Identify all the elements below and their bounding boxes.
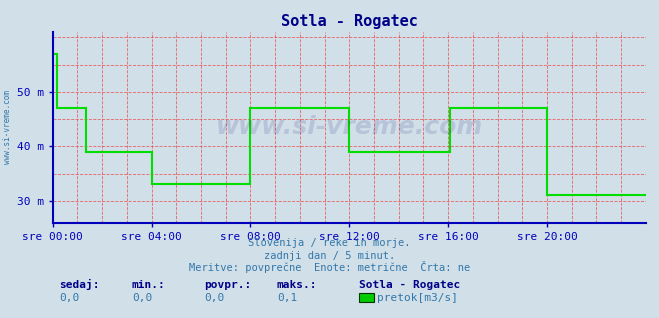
- Text: www.si-vreme.com: www.si-vreme.com: [215, 115, 483, 139]
- Text: 0,1: 0,1: [277, 293, 297, 302]
- Text: zadnji dan / 5 minut.: zadnji dan / 5 minut.: [264, 251, 395, 261]
- Text: 0,0: 0,0: [59, 293, 80, 302]
- Text: Meritve: povprečne  Enote: metrične  Črta: ne: Meritve: povprečne Enote: metrične Črta:…: [189, 261, 470, 273]
- Text: 0,0: 0,0: [204, 293, 225, 302]
- Text: Slovenija / reke in morje.: Slovenija / reke in morje.: [248, 238, 411, 248]
- Text: povpr.:: povpr.:: [204, 280, 252, 290]
- Text: maks.:: maks.:: [277, 280, 317, 290]
- Text: min.:: min.:: [132, 280, 165, 290]
- Title: Sotla - Rogatec: Sotla - Rogatec: [281, 14, 418, 29]
- Text: 0,0: 0,0: [132, 293, 152, 302]
- Text: www.si-vreme.com: www.si-vreme.com: [3, 90, 13, 164]
- Text: sedaj:: sedaj:: [59, 279, 100, 290]
- Text: Sotla - Rogatec: Sotla - Rogatec: [359, 280, 461, 290]
- Text: pretok[m3/s]: pretok[m3/s]: [377, 293, 458, 302]
